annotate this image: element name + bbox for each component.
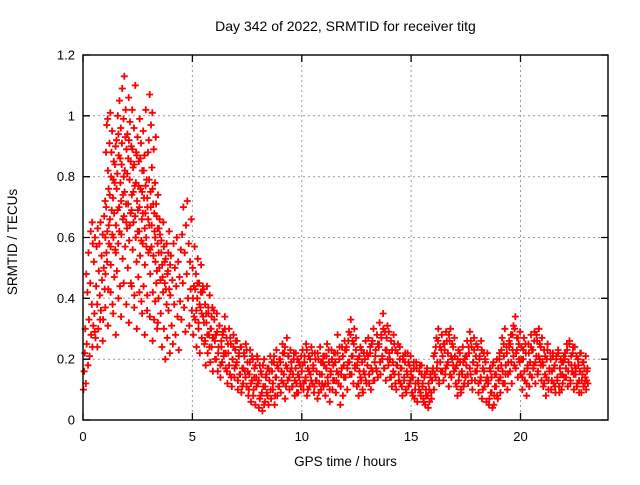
y-tick-label: 0.8 — [57, 169, 75, 184]
x-tick-label: 20 — [513, 429, 527, 444]
y-tick-label: 0 — [68, 413, 75, 428]
plot-border — [82, 54, 609, 421]
x-axis-label: GPS time / hours — [294, 454, 397, 469]
y-axis-label: SRMTID / TECUs — [5, 189, 20, 296]
chart-title: Day 342 of 2022, SRMTID for receiver tit… — [215, 18, 476, 34]
y-tick-label: 1.2 — [57, 48, 75, 63]
x-tick-label: 0 — [79, 429, 86, 444]
y-tick-label: 0.6 — [57, 230, 75, 245]
y-tick-label: 1 — [68, 108, 75, 123]
y-tick-label: 0.2 — [57, 352, 75, 367]
y-tick-label: 0.4 — [57, 291, 75, 306]
x-tick-label: 10 — [295, 429, 309, 444]
x-tick-labels: 0 5 10 15 20 — [79, 429, 527, 444]
x-tick-label: 5 — [189, 429, 196, 444]
x-tick-label: 15 — [404, 429, 418, 444]
y-tick-labels: 0 0.2 0.4 0.6 0.8 1 1.2 — [57, 48, 75, 428]
